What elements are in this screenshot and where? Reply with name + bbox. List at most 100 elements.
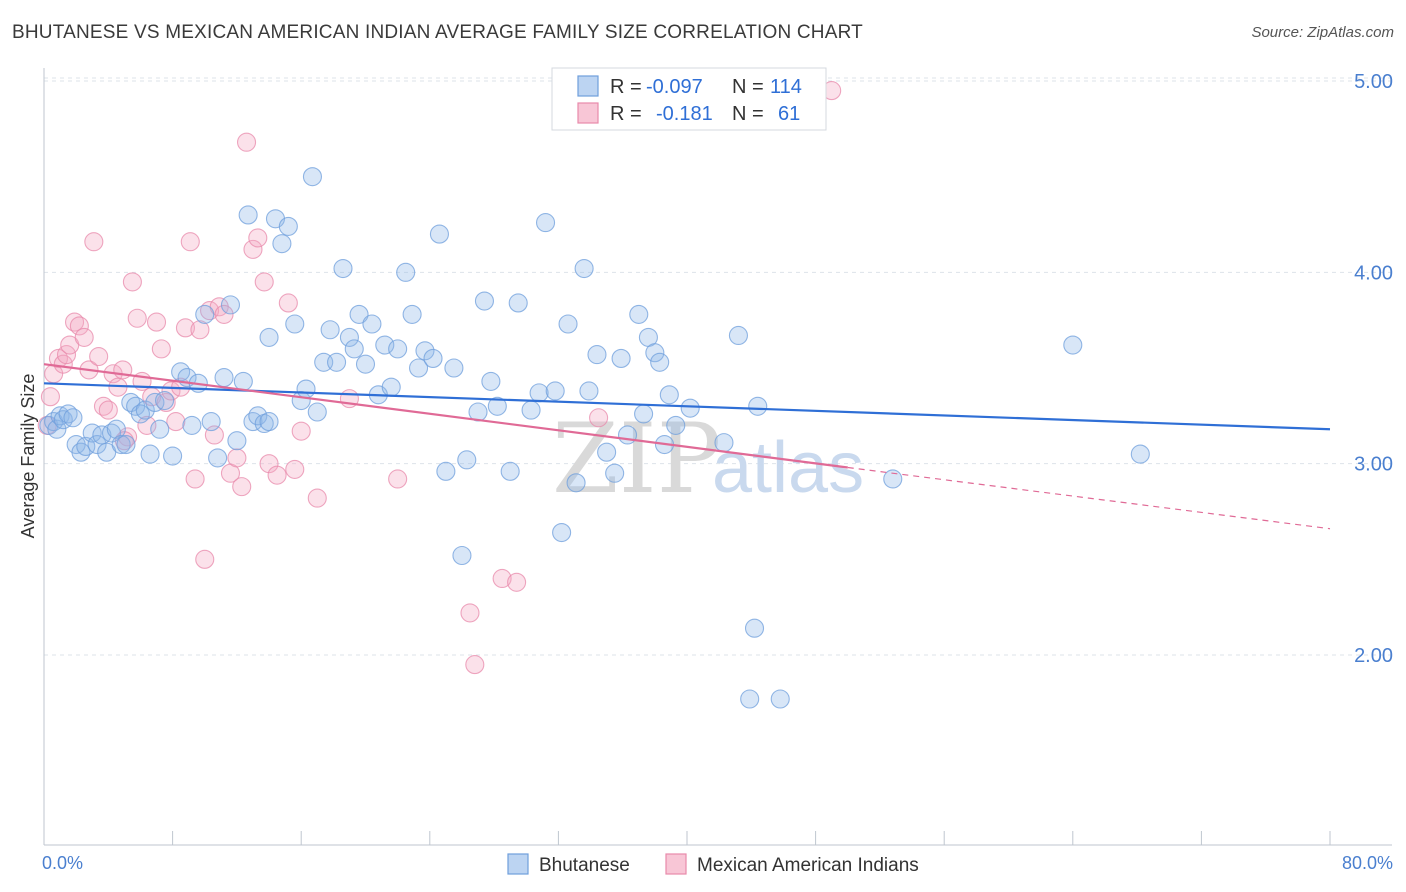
bhutanese-point: [333, 258, 353, 279]
bhutanese-point: [436, 461, 456, 481]
legend-n-value-2: 61: [778, 103, 800, 125]
mexican-american-indians-point: [146, 312, 167, 332]
mexican-american-indians-point: [214, 304, 234, 324]
bhutanese-point: [63, 408, 83, 428]
bhutanese-point: [135, 400, 155, 420]
mexican-american-indians-point: [285, 459, 305, 479]
mexican-american-indians-point: [137, 415, 157, 435]
trend-lines: [43, 363, 1331, 530]
y-tick-labels: 2.00 3.00 4.00 5.00: [1354, 71, 1393, 667]
bhutanese-point: [82, 423, 102, 443]
bhutanese-point: [201, 412, 221, 432]
bhutanese-point: [106, 419, 126, 439]
series-legend: Bhutanese Mexican American Indians: [507, 853, 919, 876]
bhutanese-point: [545, 381, 565, 401]
chart-title: BHUTANESE VS MEXICAN AMERICAN INDIAN AVE…: [12, 22, 863, 43]
mexican-american-indians-point: [243, 239, 263, 259]
bhutanese-point: [233, 371, 253, 391]
bhutanese-point: [474, 291, 495, 311]
bhutanese-point: [320, 320, 340, 340]
mexican-american-indians-point: [460, 603, 480, 623]
bhutanese-point: [155, 390, 175, 411]
bhutanese-point: [597, 442, 617, 462]
bhutanese-point: [552, 522, 572, 543]
chart-source: Source: ZipAtlas.com: [1251, 24, 1394, 41]
bhutanese-point: [208, 448, 228, 468]
bhutanese-point: [296, 379, 316, 399]
bhutanese-point: [728, 325, 748, 346]
bhutanese-point: [150, 419, 170, 439]
mexican-american-indians-point: [507, 572, 527, 592]
bottom-legend-swatch-bhutanese: [507, 853, 529, 875]
bhutanese-point: [415, 341, 435, 361]
mexican-american-indians-point: [388, 469, 408, 489]
bhutanese-point: [481, 371, 501, 391]
bhutanese-point: [429, 224, 449, 244]
legend-r-value-1: -0.097: [646, 76, 703, 98]
bhutanese-point: [163, 446, 183, 466]
mexican-american-indians-point: [74, 327, 94, 347]
grid: [44, 77, 1392, 656]
mexican-american-indians-point: [307, 488, 327, 508]
bhutanese-point: [740, 689, 760, 709]
bhutanese-point: [214, 368, 234, 388]
bhutanese-point: [355, 354, 376, 374]
bhutanese-point: [248, 406, 268, 426]
bhutanese-point: [388, 339, 408, 359]
bottom-legend-label-mexican-american-indians: Mexican American Indians: [697, 855, 919, 876]
bhutanese-point: [883, 469, 903, 489]
bhutanese-point: [87, 434, 107, 455]
bhutanese-point: [285, 314, 305, 334]
y-tick-label: 2.00: [1354, 645, 1393, 667]
mexican-american-indians-point: [291, 421, 311, 441]
mexican-american-indians-point: [259, 454, 279, 474]
legend-n-label-1: N =: [732, 76, 764, 98]
bhutanese-point: [579, 381, 599, 401]
mexican-american-indians-point: [232, 477, 252, 497]
legend-swatch-bhutanese: [577, 75, 599, 97]
bhutanese-point: [487, 396, 507, 416]
bhutanese-point: [535, 213, 556, 233]
legend-n-value-1: 114: [770, 76, 802, 98]
bottom-legend-label-bhutanese: Bhutanese: [539, 855, 630, 876]
bhutanese-point: [521, 400, 541, 420]
mexican-american-indians-point: [175, 318, 196, 338]
mexican-american-indians-point: [267, 465, 287, 485]
mexican-american-indians-point: [465, 655, 485, 675]
bhutanese-point: [452, 545, 472, 566]
mexican-american-indians-point: [227, 448, 247, 468]
bhutanese-point: [238, 205, 258, 225]
bhutanese-point: [182, 415, 202, 435]
bhutanese-point: [1130, 444, 1150, 464]
mexican-american-indians-point: [69, 316, 89, 336]
mexican-american-indians-point: [278, 293, 298, 313]
bhutanese-point: [195, 304, 215, 324]
legend-r-label-2: R =: [610, 103, 642, 125]
legend-swatch-mexican-american-indians: [577, 102, 599, 124]
bhutanese-point: [617, 425, 638, 445]
bhutanese-point: [587, 345, 607, 365]
bhutanese-point: [574, 258, 594, 279]
y-tick-label: 3.00: [1354, 454, 1393, 476]
y-tick-label: 4.00: [1354, 262, 1393, 284]
bhutanese-point: [770, 689, 790, 709]
legend-r-label-1: R =: [610, 76, 642, 98]
mexican-american-indians-point: [40, 387, 60, 407]
watermark-zip: ZIP: [552, 403, 721, 515]
watermark-atlas: atlas: [712, 428, 864, 508]
bhutanese-point: [396, 262, 416, 282]
bhutanese-point: [272, 234, 292, 254]
bhutanese-point: [408, 358, 429, 378]
bhutanese-point: [645, 343, 665, 363]
bhutanese-point: [375, 335, 395, 355]
bhutanese-point: [605, 463, 625, 483]
mexican-american-indians-point: [151, 339, 171, 359]
bhutanese-point: [145, 392, 165, 412]
bhutanese-point: [680, 398, 700, 418]
bhutanese-point: [402, 304, 422, 324]
bhutanese-point: [259, 327, 279, 347]
bhutanese-point: [302, 167, 323, 187]
mexican-american-indians-point: [236, 132, 257, 152]
bhutanese-point: [666, 415, 686, 435]
bhutanese-point: [650, 352, 670, 372]
